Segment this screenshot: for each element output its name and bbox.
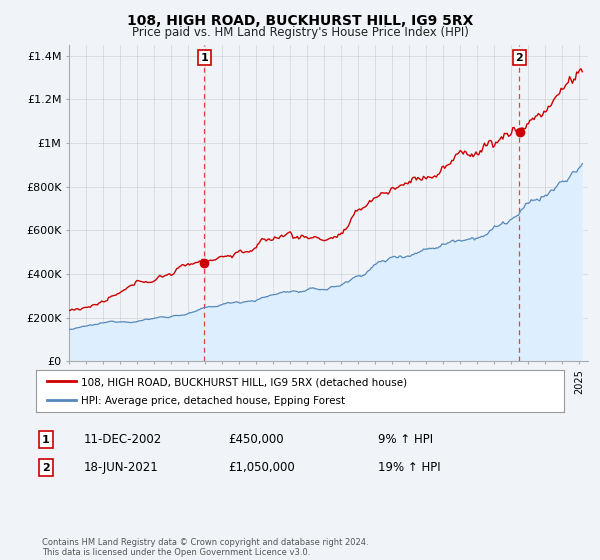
Text: 2: 2	[42, 463, 50, 473]
Text: 108, HIGH ROAD, BUCKHURST HILL, IG9 5RX: 108, HIGH ROAD, BUCKHURST HILL, IG9 5RX	[127, 14, 473, 28]
Text: 9% ↑ HPI: 9% ↑ HPI	[378, 433, 433, 446]
Text: 18-JUN-2021: 18-JUN-2021	[84, 461, 159, 474]
Text: 2: 2	[515, 53, 523, 63]
Text: £1,050,000: £1,050,000	[228, 461, 295, 474]
Text: Price paid vs. HM Land Registry's House Price Index (HPI): Price paid vs. HM Land Registry's House …	[131, 26, 469, 39]
Text: HPI: Average price, detached house, Epping Forest: HPI: Average price, detached house, Eppi…	[81, 396, 345, 405]
Text: 1: 1	[42, 435, 50, 445]
Text: 19% ↑ HPI: 19% ↑ HPI	[378, 461, 440, 474]
Text: 1: 1	[200, 53, 208, 63]
Text: Contains HM Land Registry data © Crown copyright and database right 2024.
This d: Contains HM Land Registry data © Crown c…	[42, 538, 368, 557]
Text: 108, HIGH ROAD, BUCKHURST HILL, IG9 5RX (detached house): 108, HIGH ROAD, BUCKHURST HILL, IG9 5RX …	[81, 377, 407, 387]
Text: £450,000: £450,000	[228, 433, 284, 446]
Text: 11-DEC-2002: 11-DEC-2002	[84, 433, 162, 446]
